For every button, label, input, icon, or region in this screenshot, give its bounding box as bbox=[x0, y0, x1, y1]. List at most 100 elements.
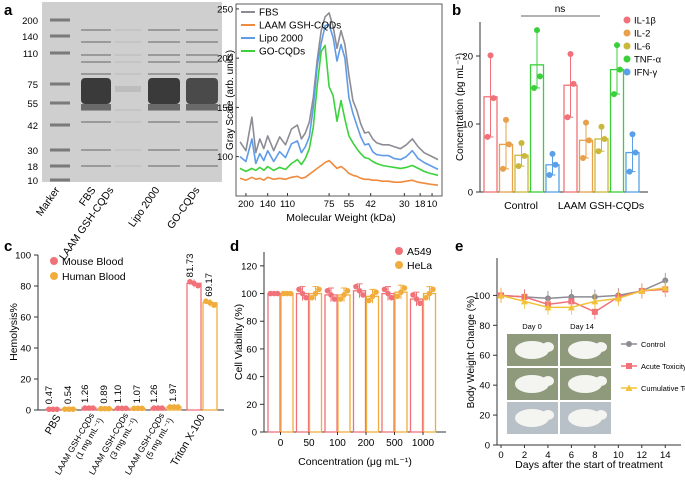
data-point bbox=[50, 406, 56, 413]
data-point bbox=[211, 302, 217, 308]
albumin-band-tail bbox=[186, 104, 218, 110]
x-tick-label: 42 bbox=[365, 199, 376, 210]
y-tick-label: 0 bbox=[26, 406, 31, 417]
x-tick-label: 10 bbox=[427, 199, 438, 210]
protein-band bbox=[81, 54, 111, 56]
legend-label: HeLa bbox=[407, 260, 432, 272]
chart-b-bars bbox=[483, 27, 640, 193]
legend-marker bbox=[395, 261, 403, 269]
data-point bbox=[564, 114, 571, 121]
data-point bbox=[119, 405, 125, 412]
y-tick-label: 40 bbox=[20, 344, 31, 355]
data-point bbox=[54, 406, 60, 413]
x-tick-label: 0 bbox=[278, 438, 284, 449]
x-tick-label: 200 bbox=[358, 438, 375, 449]
x-tick-label: 12 bbox=[637, 450, 648, 461]
x-category-label: Control bbox=[504, 200, 538, 212]
data-point bbox=[521, 152, 528, 159]
data-point bbox=[586, 137, 592, 144]
data-point bbox=[296, 286, 302, 293]
mw-marker-label: 140 bbox=[22, 32, 38, 43]
legend-marker bbox=[623, 55, 631, 63]
data-point bbox=[102, 405, 108, 412]
data-point bbox=[62, 406, 68, 412]
data-point bbox=[617, 66, 623, 73]
data-marker bbox=[661, 284, 669, 291]
x-tick-label: 10 bbox=[613, 450, 624, 461]
marker-band bbox=[50, 34, 70, 38]
bar bbox=[381, 292, 395, 433]
series-line-fbs bbox=[239, 12, 439, 161]
data-point bbox=[131, 405, 137, 412]
legend-marker bbox=[50, 272, 58, 280]
y-tick-label: 0 bbox=[485, 441, 490, 452]
protein-band bbox=[186, 149, 218, 151]
data-point bbox=[413, 296, 420, 302]
data-point bbox=[274, 290, 281, 297]
x-category-label: PBS bbox=[43, 413, 64, 437]
data-point bbox=[135, 405, 141, 412]
data-point bbox=[70, 406, 76, 412]
data-point bbox=[159, 405, 165, 411]
protein-band bbox=[148, 73, 180, 75]
data-point bbox=[583, 119, 589, 126]
legend-marker bbox=[626, 363, 632, 369]
faint-band bbox=[115, 86, 141, 92]
marker-band bbox=[50, 123, 70, 127]
data-point bbox=[123, 405, 129, 412]
y-tick-label: 60 bbox=[20, 313, 31, 324]
data-point bbox=[567, 50, 574, 57]
protein-band bbox=[81, 29, 111, 31]
data-point bbox=[632, 149, 639, 156]
x-tick-label: 30 bbox=[399, 199, 410, 210]
x-tick-label: 14 bbox=[660, 450, 671, 461]
legend-label: LAAM GSH-CQDs bbox=[259, 21, 341, 32]
mouse-head bbox=[542, 342, 554, 352]
y-tick-label: 0 bbox=[252, 428, 257, 439]
chart-e-y-ticks: 0 20 40 60 80 100 bbox=[474, 291, 497, 452]
data-marker bbox=[520, 297, 528, 305]
mouse-head bbox=[542, 376, 554, 386]
albumin-band bbox=[148, 78, 180, 104]
y-tick-label: 20 bbox=[246, 400, 257, 411]
series-line bbox=[500, 287, 666, 309]
legend-label: IFN-γ bbox=[634, 68, 657, 79]
mouse-body bbox=[515, 341, 549, 359]
legend-label: IL-6 bbox=[634, 42, 650, 53]
gel-mw-markers: 200 140 110 75 55 42 30 18 10 bbox=[22, 16, 38, 187]
protein-band bbox=[186, 121, 218, 123]
data-point bbox=[506, 141, 512, 148]
chart-a-x-ticks: 200 140 110 75 55 42 30 18 10 bbox=[238, 193, 437, 210]
data-point bbox=[534, 27, 540, 34]
protein-band bbox=[186, 61, 218, 63]
panel-letter-e: e bbox=[455, 238, 463, 255]
data-point bbox=[303, 294, 309, 301]
series-line-lipo-2000 bbox=[239, 23, 439, 171]
y-tick-label: 100 bbox=[217, 152, 233, 163]
data-point bbox=[500, 165, 506, 172]
x-tick-label: 2 bbox=[522, 450, 527, 461]
bar bbox=[409, 298, 424, 433]
data-point bbox=[167, 404, 173, 410]
albumin-band-tail bbox=[81, 104, 111, 110]
chart-c-bars: 0.47 1.26 1.10 1.26 81.73 0.54 0.89 1.07 1.97 69.… bbox=[44, 254, 218, 413]
data-label: 1.10 bbox=[113, 385, 124, 404]
protein-band bbox=[186, 73, 218, 75]
chart-b-ylabel: Concentration (pg mL⁻¹) bbox=[455, 53, 466, 161]
x-tick-label: 200 bbox=[238, 199, 254, 210]
data-point bbox=[90, 405, 96, 411]
marker-band bbox=[50, 148, 70, 152]
protein-band bbox=[148, 29, 180, 31]
panel-letter-d: d bbox=[230, 238, 239, 255]
data-point bbox=[570, 80, 577, 87]
marker-band bbox=[50, 18, 70, 22]
data-point bbox=[46, 406, 52, 413]
protein-band bbox=[115, 121, 141, 123]
y-tick-label: 100 bbox=[474, 291, 490, 302]
data-point bbox=[139, 405, 145, 412]
legend-label: Acute Toxicity bbox=[641, 362, 685, 371]
